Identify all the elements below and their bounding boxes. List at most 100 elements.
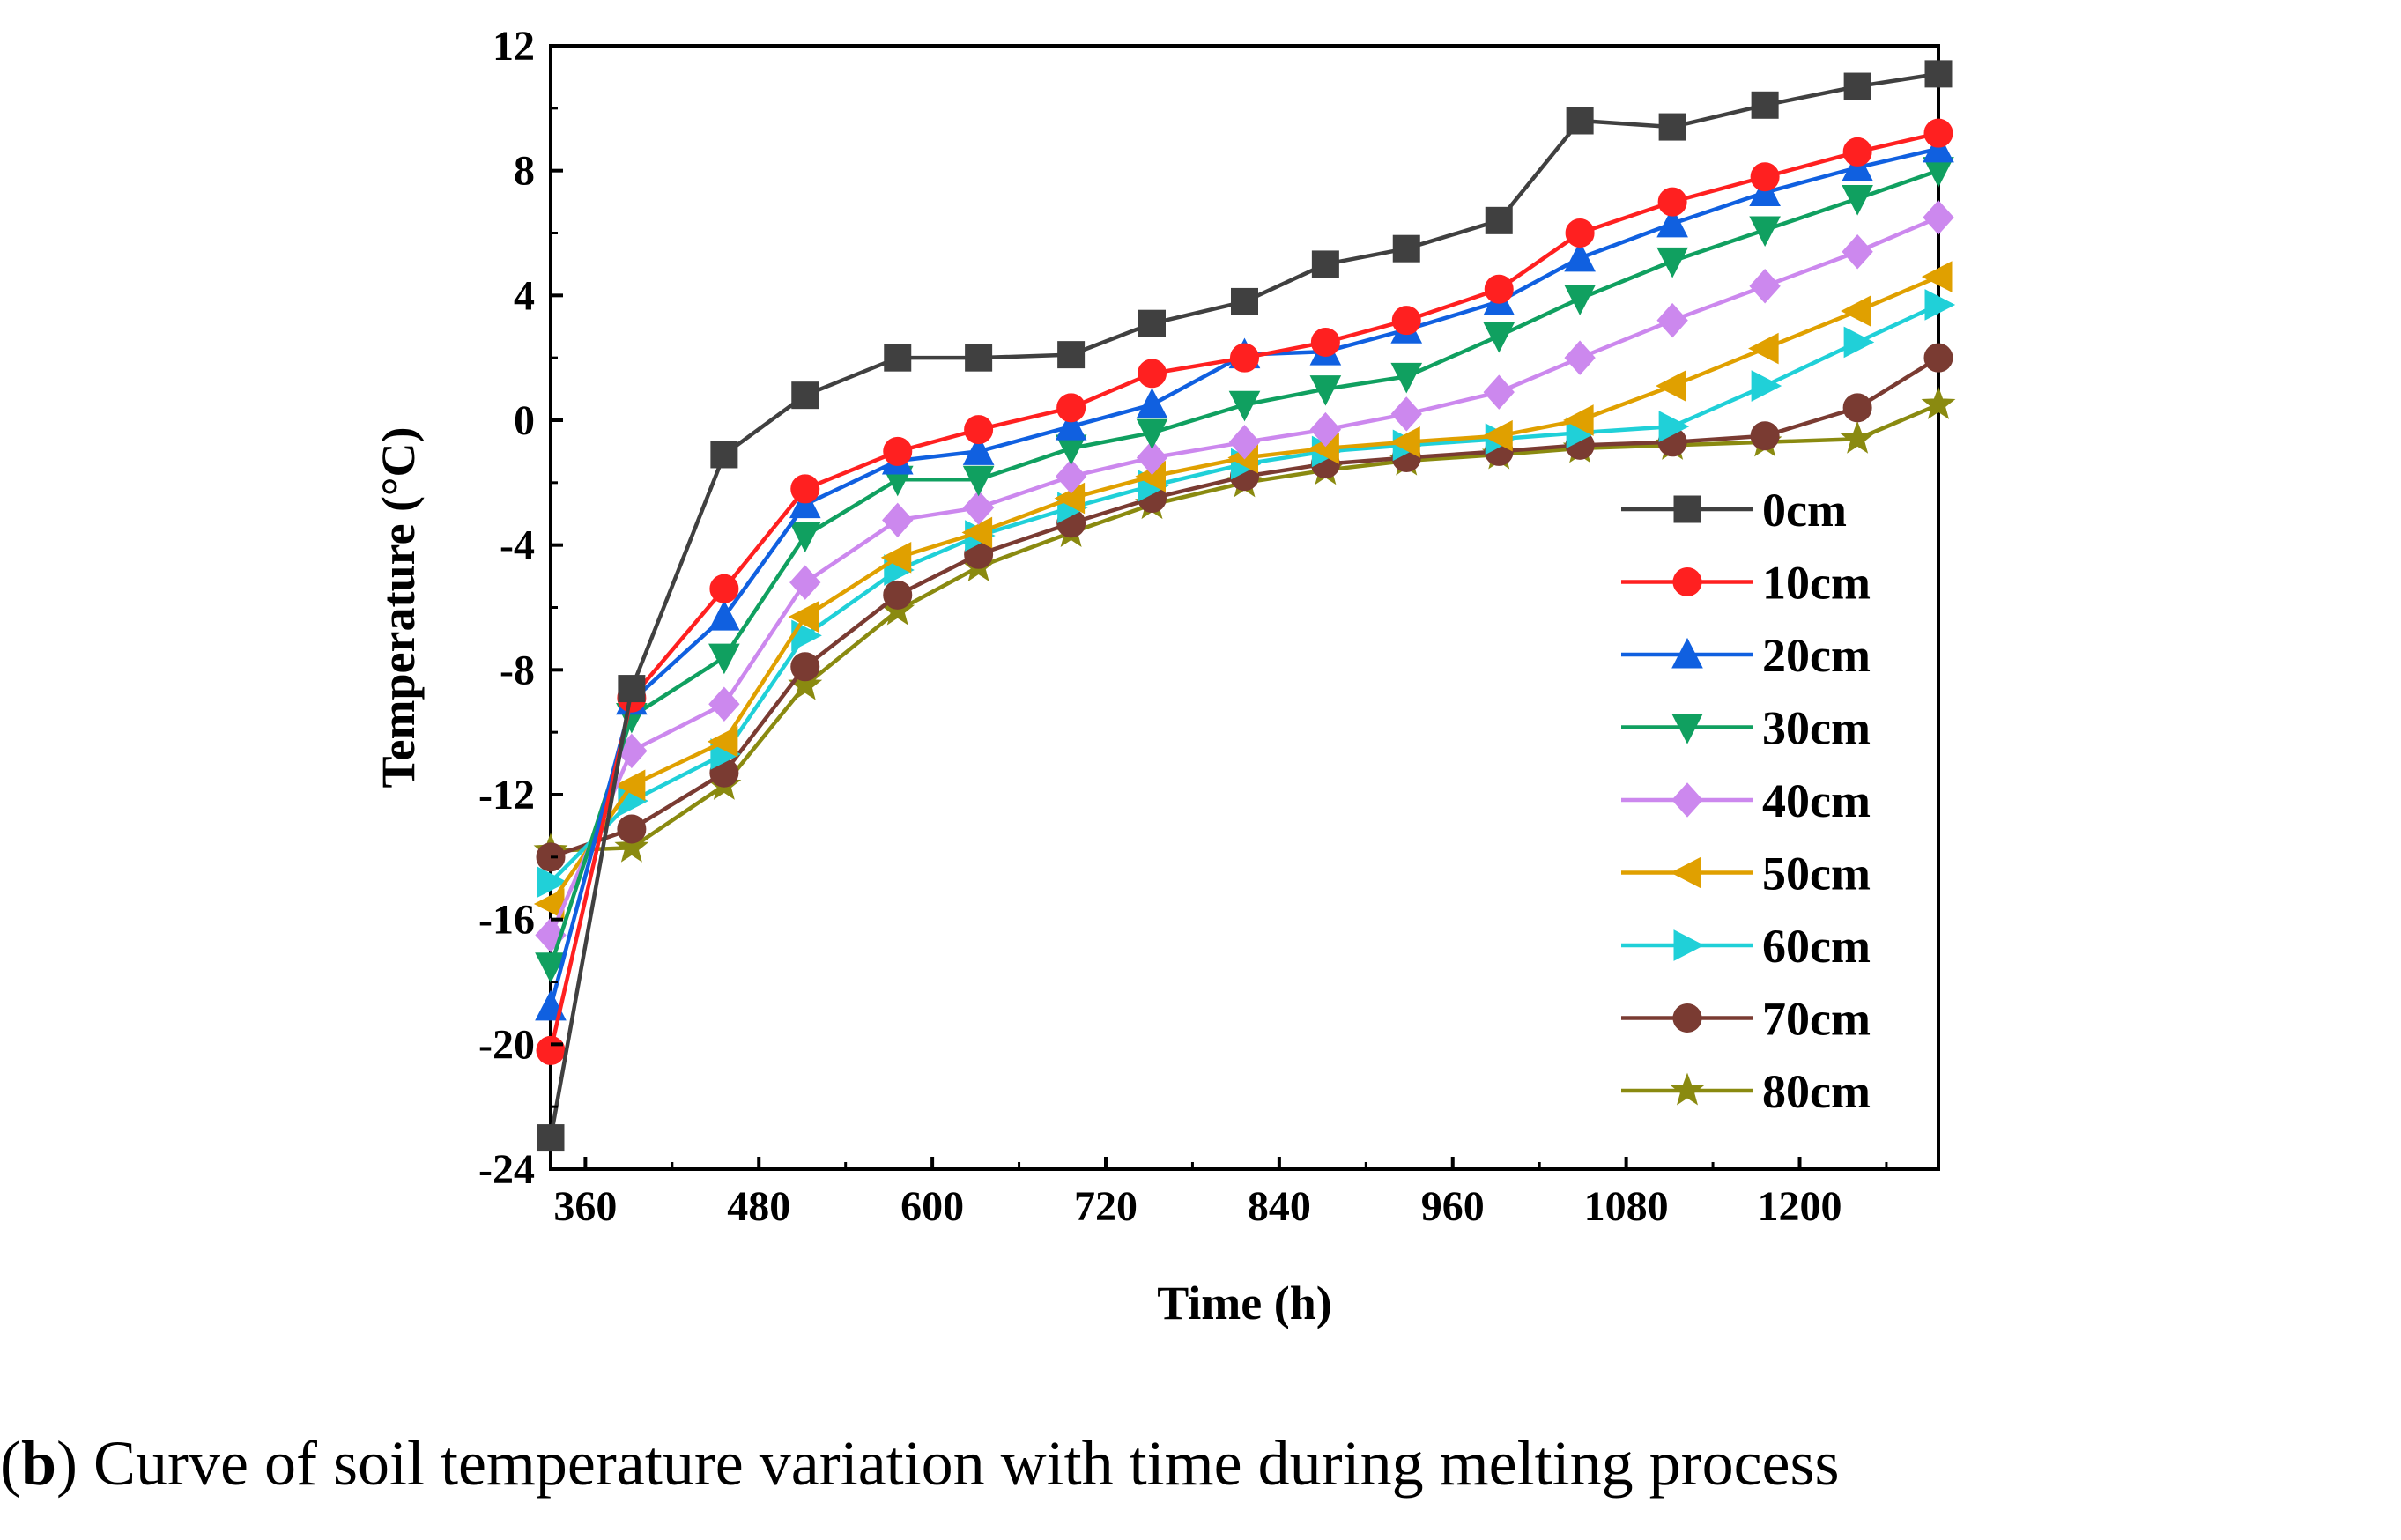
data-point — [1749, 216, 1781, 248]
data-point — [883, 580, 913, 610]
data-point — [1924, 60, 1953, 88]
data-point — [1389, 426, 1420, 458]
data-point — [1564, 285, 1596, 315]
data-point — [1564, 241, 1596, 272]
legend-item: 80cm — [1621, 1065, 1871, 1118]
data-point — [1563, 404, 1594, 436]
data-point — [1311, 250, 1339, 278]
y-tick-label: -16 — [478, 897, 535, 944]
data-point — [1843, 326, 1875, 359]
legend-item: 40cm — [1621, 774, 1871, 827]
y-tick-label: -12 — [478, 772, 535, 818]
data-point — [1231, 287, 1258, 315]
legend-marker — [1671, 714, 1703, 744]
data-point — [1843, 72, 1871, 100]
data-point — [1923, 200, 1954, 235]
data-point — [614, 829, 649, 863]
data-point — [1228, 425, 1261, 460]
legend: 0cm 10cm 20cm 30cm 40cm 50cm 60cm 70cm 80cm — [1621, 484, 1871, 1118]
data-point — [707, 725, 738, 758]
data-point — [708, 686, 740, 722]
data-point — [1138, 359, 1167, 389]
data-point — [1923, 343, 1953, 373]
data-point — [537, 1124, 565, 1152]
data-point — [1309, 375, 1342, 406]
data-point — [1656, 302, 1688, 338]
data-point — [617, 814, 647, 844]
data-point — [1390, 396, 1422, 432]
data-point — [1057, 341, 1086, 369]
series-0cm — [537, 60, 1953, 1152]
legend-label: 40cm — [1762, 774, 1871, 827]
data-point — [961, 516, 993, 549]
legend-item: 20cm — [1621, 629, 1871, 682]
series-10cm — [536, 118, 1953, 1065]
data-point — [791, 381, 819, 410]
data-point — [788, 601, 819, 633]
data-point — [1658, 113, 1686, 141]
x-tick-label: 840 — [1248, 1183, 1311, 1230]
data-point — [1751, 370, 1782, 402]
y-tick-label: 0 — [514, 397, 535, 444]
x-tick-label: 600 — [900, 1183, 964, 1230]
data-point — [1748, 332, 1779, 365]
data-point — [614, 769, 646, 802]
legend-marker — [1671, 637, 1703, 669]
data-point — [1228, 390, 1261, 422]
data-point — [537, 866, 568, 898]
data-point — [882, 502, 914, 538]
legend-label: 30cm — [1762, 702, 1871, 755]
caption-text: ) Curve of soil temperature variation wi… — [56, 1428, 1840, 1499]
series-line — [548, 146, 1939, 1008]
legend-label: 70cm — [1762, 993, 1871, 1046]
data-point — [708, 643, 740, 675]
legend-marker — [1670, 856, 1701, 889]
data-point — [1309, 411, 1342, 448]
data-point — [1055, 409, 1087, 441]
data-point — [709, 574, 739, 603]
data-point — [1566, 107, 1594, 135]
data-point — [1658, 411, 1690, 442]
legend-item: 60cm — [1621, 920, 1871, 973]
x-tick-label: 1080 — [1584, 1183, 1669, 1230]
data-point — [1230, 343, 1259, 373]
series-layer — [533, 60, 1956, 1152]
x-tick-label: 360 — [553, 1183, 617, 1230]
x-tick-label: 720 — [1074, 1183, 1138, 1230]
plot-area — [533, 44, 1956, 1171]
legend-marker — [1672, 567, 1702, 596]
data-point — [1565, 218, 1595, 248]
data-point — [1657, 187, 1687, 217]
data-point — [962, 490, 995, 525]
series-40cm — [535, 200, 1954, 953]
data-point — [1842, 137, 1872, 167]
data-point — [1485, 206, 1513, 234]
legend-marker — [1673, 929, 1705, 961]
data-point — [1842, 393, 1872, 423]
legend-item: 10cm — [1621, 557, 1871, 610]
x-axis: 360 480 600 720 840 960 1080 1200 — [553, 1157, 1888, 1230]
legend-marker — [1673, 495, 1701, 523]
data-point — [1842, 185, 1873, 216]
data-point — [708, 600, 740, 631]
data-point — [1924, 289, 1956, 321]
caption-open-paren: ( — [0, 1428, 21, 1499]
data-point — [1483, 374, 1515, 410]
data-point — [1392, 234, 1420, 263]
data-point — [880, 542, 912, 574]
y-tick-label: 12 — [493, 23, 535, 70]
data-point — [1921, 261, 1953, 292]
data-point — [1656, 370, 1686, 402]
data-point — [1842, 234, 1873, 270]
series-line — [548, 215, 1939, 937]
legend-marker — [1671, 782, 1703, 818]
legend-item: 0cm — [1621, 484, 1847, 537]
data-point — [1310, 327, 1340, 357]
data-point — [1055, 459, 1087, 494]
y-tick-label: 8 — [514, 148, 535, 195]
data-point — [1923, 118, 1953, 148]
data-point — [618, 675, 646, 703]
data-point — [710, 441, 738, 469]
figure-caption: (b) Curve of soil temperature variation … — [0, 1427, 2401, 1500]
data-point — [1482, 419, 1513, 452]
